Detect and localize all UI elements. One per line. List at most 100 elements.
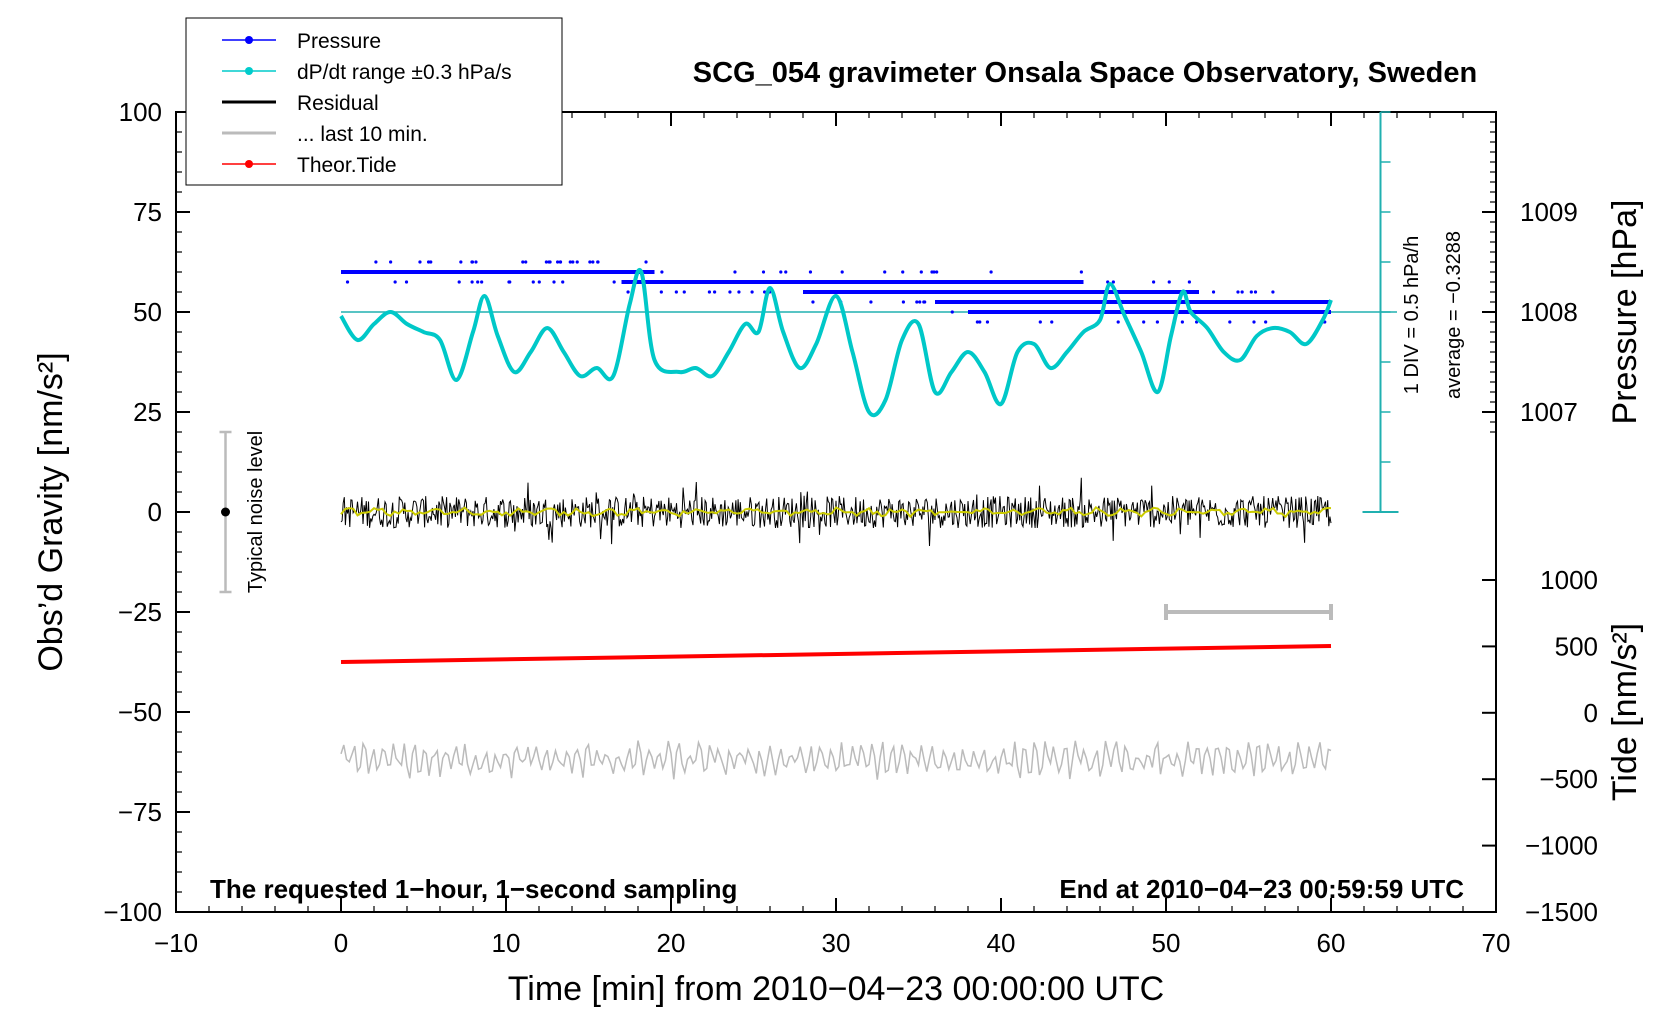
pressure-point <box>935 270 939 274</box>
pressure-point <box>552 280 556 284</box>
y-tick-label: −75 <box>118 797 162 827</box>
pressure-point <box>474 260 478 264</box>
pressure-point <box>839 280 843 284</box>
pressure-point <box>1167 280 1171 284</box>
data-series <box>219 111 1399 780</box>
pressure-point <box>1007 290 1011 294</box>
chart-title: SCG_054 gravimeter Onsala Space Observat… <box>693 57 1477 89</box>
tide-tick-label: 500 <box>1555 631 1598 661</box>
pressure-point <box>575 260 579 264</box>
pressure-point <box>975 320 979 324</box>
pressure-point <box>568 260 572 264</box>
pressure-point <box>1023 280 1027 284</box>
pressure-point <box>728 290 732 294</box>
x-tick-label: 70 <box>1482 928 1511 958</box>
tide-tick-label: 0 <box>1584 698 1598 728</box>
pressure-point <box>682 290 686 294</box>
pressure-point <box>429 260 433 264</box>
pressure-point <box>901 300 906 304</box>
pressure-point <box>612 280 616 284</box>
pressure-point <box>1059 290 1064 294</box>
legend-label: dP/dt range ±0.3 hPa/s <box>297 61 512 84</box>
pressure-point <box>733 270 737 274</box>
pressure-point <box>1240 290 1244 294</box>
pressure-point <box>1142 320 1146 324</box>
pressure-point <box>1009 300 1013 304</box>
residual-trace <box>340 477 1332 547</box>
pressure-point <box>457 280 461 284</box>
pressure-point <box>1202 300 1207 304</box>
dpdt-curve <box>339 267 1333 418</box>
pressure-point <box>480 280 484 284</box>
pressure-point <box>1111 280 1115 284</box>
pressure-point <box>596 260 600 264</box>
pressure-point <box>531 280 535 284</box>
axis-ticks: −10 0 10 20 30 40 50 60 701007550250−25−50−75−10… <box>103 97 1598 958</box>
legend-marker <box>245 36 253 44</box>
pressure-point <box>1236 290 1240 294</box>
pressure-point <box>1026 290 1030 294</box>
y-tick-label: 0 <box>148 497 162 527</box>
legend-label: ... last 10 min. <box>297 123 428 146</box>
pressure-point <box>978 320 982 324</box>
pressure-point <box>1035 280 1039 284</box>
pressure-point <box>1187 280 1191 284</box>
pressure-point <box>374 260 378 264</box>
pressure-point <box>918 300 922 304</box>
pressure-point <box>901 270 905 274</box>
pressure-point <box>558 260 562 264</box>
annotation-sampling: The requested 1−hour, 1−second sampling <box>210 874 737 904</box>
pressure-point <box>476 280 480 284</box>
pressure-point <box>508 280 512 284</box>
pressure-point <box>1029 280 1034 284</box>
pressure-point <box>626 290 630 294</box>
pressure-point <box>1047 290 1051 294</box>
pressure-point <box>556 260 560 264</box>
tide-tick-label: −1500 <box>1525 897 1598 927</box>
pressure-point <box>779 270 783 274</box>
pressure-point <box>973 280 977 284</box>
legend-label: Pressure <box>297 30 381 53</box>
x-tick-label: 50 <box>1152 928 1181 958</box>
pressure-point <box>521 260 525 264</box>
pressure-point <box>1021 300 1025 304</box>
pressure-point <box>1295 300 1299 304</box>
tide-tick-label: −500 <box>1539 764 1598 794</box>
legend-items: Pressure dP/dt range ±0.3 hPa/s Residual..… <box>222 30 512 177</box>
pressure-tick-label: 1007 <box>1520 397 1578 427</box>
pressure-point <box>713 290 717 294</box>
pressure-point <box>389 260 393 264</box>
pressure-point <box>418 260 422 264</box>
y-tick-label: −50 <box>118 697 162 727</box>
pressure-point <box>1122 290 1126 294</box>
pressure-point <box>1067 300 1071 304</box>
dpdt-scale-label: 1 DIV = 0.5 hPa/h <box>1401 236 1423 394</box>
pressure-point <box>1155 320 1159 324</box>
legend: Pressure dP/dt range ±0.3 hPa/s Residual..… <box>185 17 563 186</box>
pressure-point <box>660 270 664 274</box>
pressure-point <box>1271 290 1275 294</box>
annotation-end-time: End at 2010−04−23 00:59:59 UTC <box>1059 874 1464 904</box>
pressure-point <box>972 300 976 304</box>
pressure-point <box>1079 270 1083 274</box>
pressure-point <box>750 290 754 294</box>
pressure-point <box>544 260 548 264</box>
pressure-point <box>1044 280 1049 284</box>
tide-tick-label: −1000 <box>1525 831 1598 861</box>
x-tick-label: 60 <box>1317 928 1346 958</box>
pressure-point <box>1180 320 1184 324</box>
pressure-point <box>965 280 970 284</box>
pressure-point <box>849 280 853 284</box>
pressure-point <box>808 270 813 274</box>
y-tick-label: −100 <box>103 897 162 927</box>
pressure-point <box>1211 290 1216 294</box>
pressure-point <box>524 260 528 264</box>
residual-smoothed <box>340 505 1332 519</box>
last10-trace <box>340 739 1332 780</box>
pressure-point <box>1062 290 1066 294</box>
pressure-point <box>915 300 919 304</box>
y-axis-left-title: Obs’d Gravity [nm/s²] <box>32 352 70 671</box>
pressure-point <box>950 310 954 314</box>
x-axis-title: Time [min] from 2010−04−23 00:00:00 UTC <box>508 970 1164 1008</box>
